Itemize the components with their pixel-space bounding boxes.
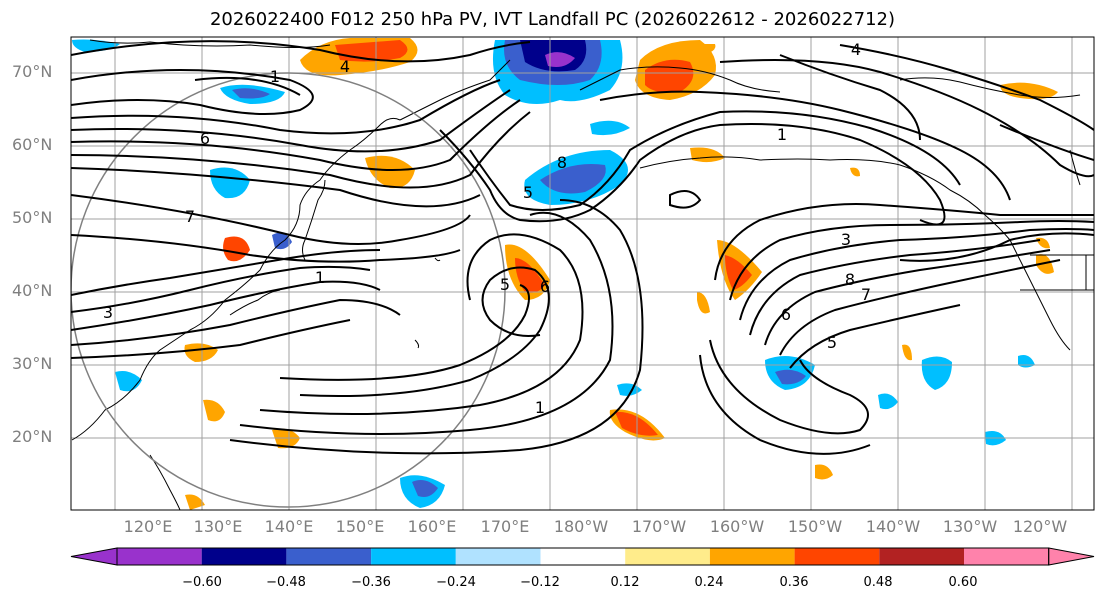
contour-label: 3 [103,303,113,322]
positive-anomaly-patch [223,236,250,262]
positive-anomaly-patch [725,255,752,290]
contour-label: 4 [851,40,861,59]
positive-anomaly-patch [185,494,205,510]
map-frame [70,36,1095,511]
lat-label: 50°N [12,208,53,227]
lon-label: 160°W [709,517,765,536]
contour-label: 5 [827,333,837,352]
negative-anomaly-patch [272,232,292,250]
contour-label: 1 [315,268,325,287]
colorbar-segment [117,548,202,565]
contour-label: 5 [500,275,510,294]
negative-anomaly-patch [775,369,806,385]
negative-anomaly-patch [617,383,642,396]
contour-label: 7 [185,207,195,226]
lon-label: 150°W [787,517,843,536]
positive-anomaly-patch [680,44,716,55]
colorbar-tick-label: −0.48 [266,575,306,590]
colorbar-tick-label: 0.60 [948,575,978,590]
great-circle-radius [71,72,506,508]
colorbar-segment [540,548,626,565]
colorbar-tick-label: −0.36 [351,575,391,590]
contour-label: 3 [841,230,851,249]
colorbar [70,547,1095,566]
contour-label: 6 [781,305,791,324]
pv-contours [71,40,1094,455]
colorbar-segment [964,548,1049,565]
colorbar-segment [709,548,795,565]
contour-label: 5 [523,183,533,202]
lon-label: 140°E [264,517,314,536]
positive-anomaly-patch [697,292,710,314]
positive-anomaly-patch [365,155,415,189]
negative-anomaly-patch [540,164,606,194]
lon-label: 170°W [631,517,687,536]
colorbar-tick-label: −0.12 [520,575,560,590]
contour-label: 1 [270,67,280,86]
colorbar-tick-label: 0.48 [863,575,893,590]
positive-anomaly-patch [815,464,833,480]
contour-label: 4 [340,57,350,76]
graticule [71,37,1094,510]
colorbar-tick-label: −0.24 [436,575,476,590]
lat-label: 20°N [12,427,53,446]
negative-anomaly-patch [590,120,630,136]
positive-anomaly-patch [1000,82,1058,100]
colorbar-extend-low [70,547,118,566]
lat-label: 70°N [12,62,53,81]
contour-label: 8 [845,270,855,289]
lon-label: 120°E [123,517,173,536]
lat-label: 60°N [12,135,53,154]
colorbar-outline [116,547,1050,566]
lon-label: 120°W [1012,517,1068,536]
colorbar-segment [286,548,372,565]
lat-label: 40°N [12,281,53,300]
lon-label: 170°E [480,517,530,536]
colorbar-tick-label: −0.60 [182,575,222,590]
lon-label: 130°E [193,517,243,536]
colorbar-segment [371,548,456,565]
lat-label: 30°N [12,354,53,373]
colorbar-segment [455,548,541,565]
colorbar-segment [879,548,964,565]
negative-anomaly-patch [210,167,250,199]
contour-label: 8 [557,153,567,172]
colorbar-tick-label: 0.12 [610,575,640,590]
negative-anomaly-patch [412,480,438,497]
negative-anomaly-patch [545,52,575,67]
coastlines [71,39,1094,510]
colorbar-segment [201,548,287,565]
lon-label: 180°W [553,517,609,536]
page-title: 2026022400 F012 250 hPa PV, IVT Landfall… [209,9,896,30]
contour-label: 7 [861,285,871,304]
lon-label: 130°W [942,517,998,536]
positive-anomaly-patch [902,344,912,361]
positive-anomaly-patch [850,167,860,177]
contour-label: 6 [200,129,210,148]
negative-anomaly-patch [878,393,898,410]
positive-anomaly-patch [203,399,225,422]
negative-anomaly-patch [1018,355,1035,368]
colorbar-segment [625,548,710,565]
colorbar-tick-label: 0.24 [694,575,724,590]
lon-label: 150°E [335,517,385,536]
contour-label: 1 [777,125,787,144]
map-background [71,37,1094,510]
negative-anomaly-patch [232,88,270,99]
lon-label: 140°W [865,517,921,536]
colorbar-extend-high [1048,547,1095,566]
contour-label: 6 [540,277,550,296]
lon-label: 160°E [407,517,457,536]
colorbar-segment [794,548,880,565]
colorbar-tick-label: 0.36 [779,575,809,590]
contour-label: 1 [535,398,545,417]
